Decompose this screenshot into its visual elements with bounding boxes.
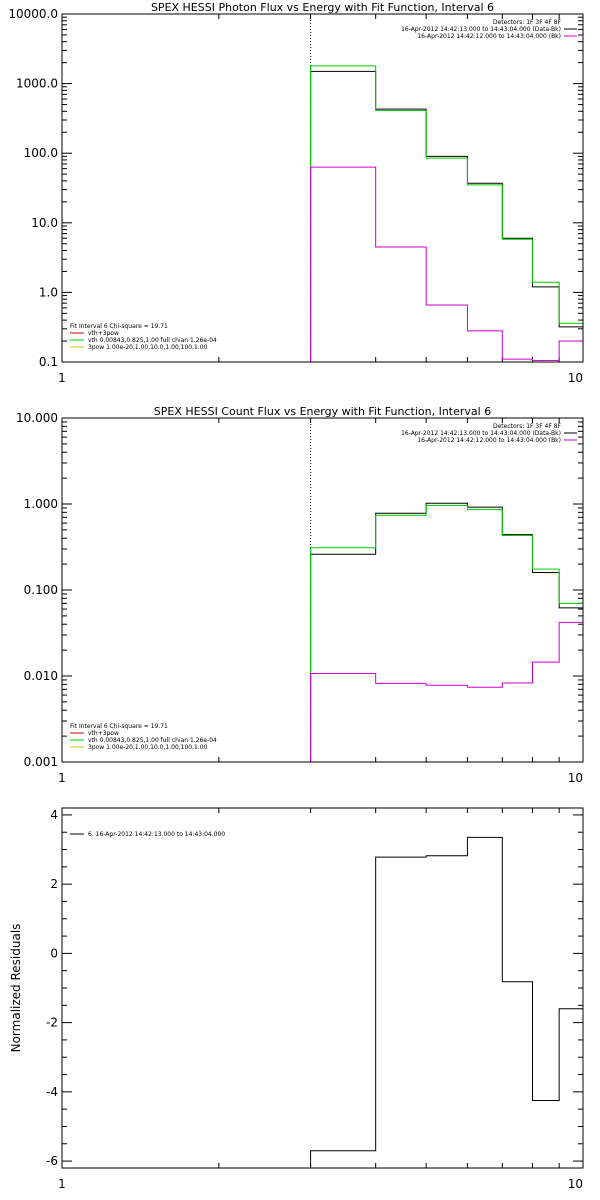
chart-title: SPEX HESSI Photon Flux vs Energy with Fi… (151, 1, 494, 14)
series-data (310, 70, 583, 362)
legend-entry-label: vth 0.00843,0.825,1.00 full chian 1.26e-… (88, 337, 217, 344)
chart-2: SPEX HESSI Count Flux vs Energy with Fit… (16, 405, 584, 785)
y-tick-label: 1.0 (39, 285, 58, 299)
y-tick-label: -6 (46, 1154, 58, 1168)
legend-entry-label: vth 0.00843,0.825,1.00 full chian 1.26e-… (88, 737, 217, 744)
y-tick-label: 10000.0 (8, 7, 58, 21)
y-tick-label: 4 (50, 808, 58, 822)
y-axis-label: Normalized Residuals (9, 924, 23, 1053)
y-tick-label: 10.000 (16, 411, 58, 425)
legend-header: Fit Interval 6 Chi-square = 19.71 (70, 323, 168, 330)
chart-1: SPEX HESSI Photon Flux vs Energy with Fi… (8, 1, 584, 385)
legend-header: Detectors: 1F 3F 4F 8F (493, 19, 562, 26)
y-tick-label: -2 (46, 1016, 58, 1030)
x-tick-label: 10 (568, 771, 583, 785)
y-tick-label: 100.0 (24, 146, 58, 160)
plot-frame (61, 417, 584, 763)
y-tick-label: 2 (50, 877, 58, 891)
legend-header: Detectors: 1F 3F 4F 8F (493, 423, 562, 430)
y-tick-label: 1.000 (24, 497, 58, 511)
legend-header: Fit Interval 6 Chi-square = 19.71 (70, 723, 168, 730)
series-vth+3pow (310, 65, 583, 362)
y-tick-label: 0.1 (39, 355, 58, 369)
y-tick-label: 1000.0 (16, 77, 58, 91)
legend-entry-label: 3pow 1.00e-20,1.00,10.0,1.00,100,1.00 (88, 344, 208, 351)
series-background (310, 166, 583, 362)
legend-entry-label: 16-Apr-2012 14:42:12.000 to 14:43:04.000… (417, 437, 561, 444)
legend-entry-label: 16-Apr-2012 14:42:12.000 to 14:43:04.000… (417, 33, 561, 40)
y-tick-label: 0.010 (24, 669, 58, 683)
y-tick-label: 0 (50, 946, 58, 960)
legend-entry-label: vth+3pow (88, 330, 119, 337)
legend-entry-label: 6. 16-Apr-2012 14:42:13.000 to 14:43:04.… (88, 831, 225, 838)
y-tick-label: -4 (46, 1085, 58, 1099)
x-tick-label: 1 (58, 371, 66, 385)
plot-frame (61, 13, 584, 363)
chart-title: SPEX HESSI Count Flux vs Energy with Fit… (154, 405, 491, 418)
legend-entry-label: vth+3pow (88, 730, 119, 737)
x-tick-label: 10 (568, 1177, 583, 1191)
y-tick-label: 10.0 (31, 216, 58, 230)
series-data (310, 502, 583, 762)
plot-frame (61, 807, 584, 1169)
legend-entry-label: 16-Apr-2012 14:42:13.000 to 14:43:04.000… (401, 430, 561, 437)
series-residuals (310, 836, 583, 1168)
series-vth+3pow (310, 505, 583, 762)
legend-entry-label: 3pow 1.00e-20,1.00,10.0,1.00,100,1.00 (88, 744, 208, 751)
chart-3: Normalized Residuals 1 10 -6 -4 -2 0 2 4 6. 16-Ap… (9, 807, 584, 1191)
y-tick-label: 0.001 (24, 755, 58, 769)
x-tick-label: 10 (568, 371, 583, 385)
series-background (310, 621, 583, 762)
legend-entry-label: 16-Apr-2012 14:42:13.000 to 14:43:04.000… (401, 26, 561, 33)
x-tick-label: 1 (58, 771, 66, 785)
y-tick-label: 0.100 (24, 583, 58, 597)
x-tick-label: 1 (58, 1177, 66, 1191)
